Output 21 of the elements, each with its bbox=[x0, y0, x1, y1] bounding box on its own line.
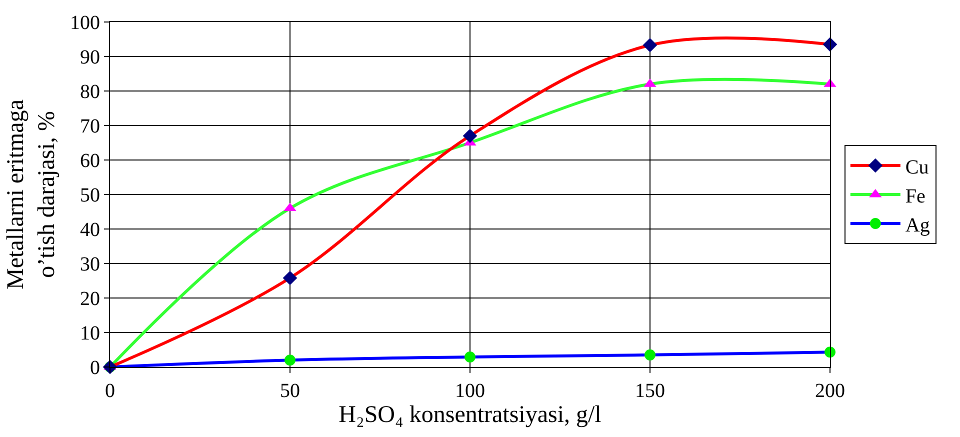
x-tick-label: 200 bbox=[815, 380, 845, 402]
x-tick-label: 0 bbox=[105, 380, 115, 402]
y-tick-label: 20 bbox=[80, 288, 100, 310]
legend-label: Fe bbox=[905, 185, 926, 208]
y-tick-label: 90 bbox=[80, 46, 100, 68]
y-tick-label: 70 bbox=[80, 116, 100, 138]
y-tick-label: 40 bbox=[80, 219, 100, 241]
y-tick-label: 10 bbox=[80, 322, 100, 344]
y-tick-label: 30 bbox=[80, 254, 100, 276]
x-axis-title: H₂SO₄ konsentratsiyasi, g/l bbox=[338, 402, 602, 428]
y-tick-label: 100 bbox=[70, 12, 100, 34]
x-tick-label: 100 bbox=[455, 380, 485, 402]
y-tick-label: 0 bbox=[90, 357, 100, 379]
y-tick-label: 50 bbox=[80, 184, 100, 206]
x-tick-label: 50 bbox=[280, 380, 300, 402]
y-tick-label: 80 bbox=[80, 81, 100, 103]
legend-label: Cu bbox=[905, 156, 929, 178]
x-tick-label: 150 bbox=[635, 380, 665, 402]
y-tick-label: 60 bbox=[80, 150, 100, 172]
legend-label: Ag bbox=[905, 214, 930, 236]
y-axis-title: Metallarni eritmaga o’tish darajasi, % bbox=[2, 99, 60, 290]
